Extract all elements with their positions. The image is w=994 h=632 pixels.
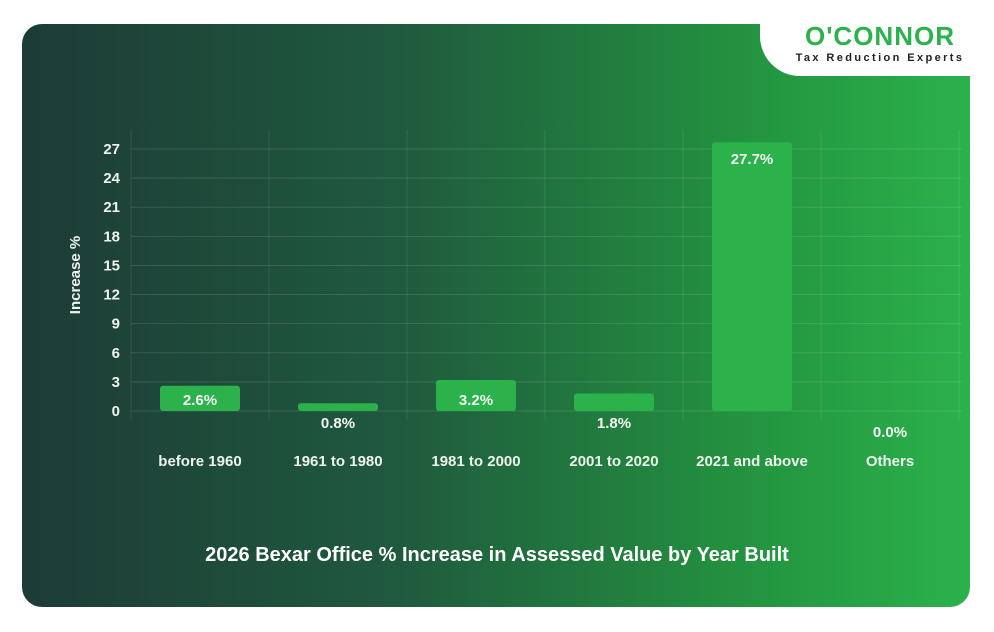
y-axis-label: Increase % [67,236,84,314]
x-tick-label: 1961 to 1980 [293,453,382,470]
y-tick-label: 27 [103,141,120,158]
bar [712,142,792,412]
data-label: 0.0% [873,424,907,441]
y-tick-label: 15 [103,257,120,274]
y-tick-label: 18 [103,228,120,245]
y-tick-label: 3 [112,374,120,391]
data-label: 1.8% [597,415,631,432]
data-label: 27.7% [731,151,774,168]
x-tick-label: before 1960 [158,453,241,470]
x-tick-label: 2001 to 2020 [569,453,658,470]
logo-notch [760,24,994,76]
x-tick-label: 2021 and above [696,453,808,470]
bar [436,379,516,411]
bar [574,393,654,411]
x-tick-label: 1981 to 2000 [431,453,520,470]
logo-tagline: Tax Reduction Experts [795,52,965,64]
y-tick-label: 21 [103,199,120,216]
chart-title: 2026 Bexar Office % Increase in Assessed… [205,544,789,566]
y-tick-label: 0 [112,403,120,420]
logo-wordmark: O'CONNOR [805,21,955,51]
bar [160,385,240,411]
data-label: 0.8% [321,415,355,432]
y-tick-label: 12 [103,287,120,304]
data-label: 3.2% [459,392,493,409]
y-tick-label: 24 [103,170,120,187]
bar [298,403,378,411]
y-tick-label: 9 [112,316,120,333]
oconnor-logo: O'CONNOR Tax Reduction Experts [780,22,980,64]
data-label: 2.6% [183,392,217,409]
chart-card [22,24,970,607]
x-tick-label: Others [866,453,914,470]
y-tick-label: 6 [112,345,120,362]
